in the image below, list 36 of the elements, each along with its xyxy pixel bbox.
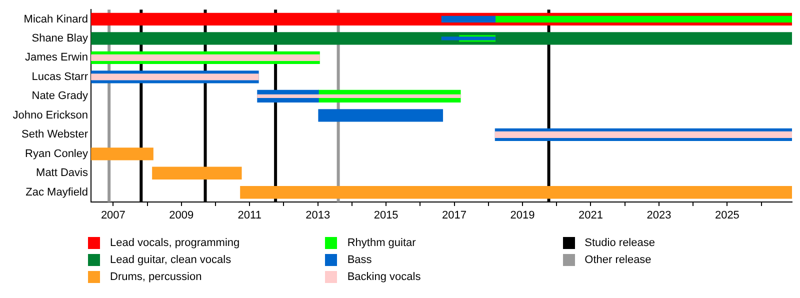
x-tick-label: 2011 <box>238 210 262 222</box>
x-tick-label: 2025 <box>714 210 740 222</box>
bar <box>240 186 792 199</box>
bar <box>152 166 242 180</box>
y-tick-label: Nate Grady <box>32 90 88 102</box>
legend-label: Studio release <box>584 236 655 248</box>
bar <box>91 54 320 62</box>
y-tick-label: Zac Mayfield <box>26 186 88 198</box>
legend-label: Lead vocals, programming <box>110 236 240 248</box>
y-tick-label: Lucas Starr <box>32 70 88 83</box>
legend-label: Lead guitar, clean vocals <box>110 254 232 266</box>
bar <box>91 148 154 160</box>
x-tick-label: 2013 <box>306 210 330 222</box>
x-tick-label: 2021 <box>578 210 603 222</box>
bar <box>91 74 259 80</box>
x-tick-label: 2009 <box>169 210 194 222</box>
y-tick-label: Micah Kinard <box>24 13 88 26</box>
bar <box>318 109 444 122</box>
x-tick-label: 2017 <box>442 210 467 222</box>
y-tick-label: Matt Davis <box>36 167 88 180</box>
x-tick-label: 2019 <box>510 210 535 222</box>
y-tick-label: Seth Webster <box>22 128 88 141</box>
legend-label: Backing vocals <box>347 270 421 282</box>
y-tick-label: Ryan Conley <box>25 148 88 160</box>
legend-label: Other release <box>584 254 652 266</box>
x-tick-label: 2007 <box>100 210 126 222</box>
x-tick-label: 2023 <box>646 210 672 222</box>
legend-label: Rhythm guitar <box>347 236 416 248</box>
legend-label: Bass <box>347 254 372 266</box>
y-tick-label: James Erwin <box>25 52 88 64</box>
bar <box>91 32 792 45</box>
legend-label: Drums, percussion <box>110 270 202 282</box>
bar <box>494 131 792 138</box>
x-tick-label: 2015 <box>374 210 398 222</box>
y-tick-label: Johno Erickson <box>12 109 88 122</box>
y-tick-label: Shane Blay <box>32 32 88 44</box>
